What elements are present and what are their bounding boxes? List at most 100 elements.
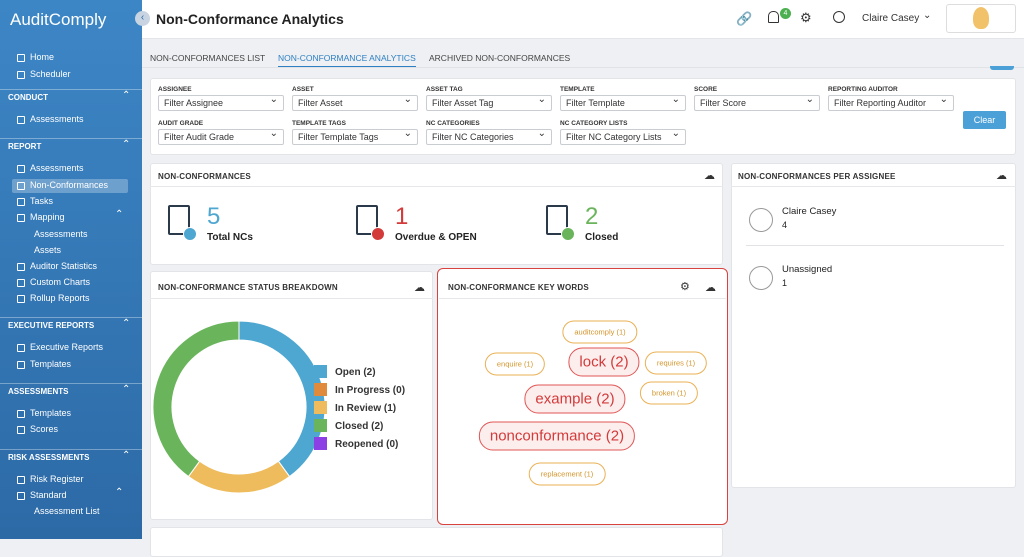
filter-label: ASSET TAG: [426, 86, 463, 93]
menu-item[interactable]: Custom Charts: [30, 276, 91, 287]
menu-item[interactable]: Assessments: [30, 163, 84, 174]
menu-item[interactable]: Standard: [30, 489, 67, 500]
stat-icon-badge: [561, 227, 575, 241]
filter-select[interactable]: Filter Audit Grade: [158, 128, 284, 145]
menu-item[interactable]: Templates: [30, 358, 72, 369]
settings-icon[interactable]: ⚙: [800, 10, 812, 25]
keyword[interactable]: replacement (1): [528, 462, 606, 486]
divider: [0, 448, 142, 450]
chevron: ⌃: [122, 90, 131, 101]
filter-select[interactable]: Filter Asset: [292, 94, 418, 111]
sidebar: AuditComply Home Scheduler CONDUCT ⌃ Assessme…: [0, 0, 142, 539]
menu-item[interactable]: Executive Reports: [30, 342, 104, 353]
assignee-count: 1: [782, 278, 788, 288]
bell-icon[interactable]: [768, 11, 779, 23]
group-title[interactable]: ASSESSMENTS: [8, 387, 69, 396]
tab[interactable]: ARCHIVED NON-CONFORMANCES: [429, 53, 571, 63]
filter-select[interactable]: Filter Template Tags: [292, 128, 418, 145]
menu-icon: [17, 70, 25, 79]
stat-icon: [546, 205, 568, 235]
menu-icon: [17, 278, 25, 287]
legend-swatch: [314, 437, 327, 450]
notification-badge: 4: [780, 8, 791, 19]
filter-label: SCORE: [694, 86, 718, 93]
link-icon[interactable]: 🔗: [736, 11, 753, 26]
nc-card: [150, 163, 723, 265]
filter-select[interactable]: Filter Score: [694, 94, 820, 111]
collapse-button[interactable]: ‹: [135, 11, 150, 26]
divider: [0, 317, 142, 319]
menu-icon: [17, 54, 25, 62]
menu-item[interactable]: Assessment List: [34, 506, 100, 517]
keyword[interactable]: lock (2): [568, 347, 640, 377]
legend-label: Closed (2): [335, 421, 383, 432]
divider: [0, 138, 142, 140]
settings-icon[interactable]: ⚙: [680, 281, 690, 293]
keyword[interactable]: nonconformance (2): [478, 421, 636, 451]
legend-swatch: [314, 401, 327, 414]
filter-select[interactable]: Filter Reporting Auditor: [828, 94, 954, 111]
stat-value: 2: [585, 203, 599, 230]
filter-label: TEMPLATE TAGS: [292, 120, 346, 127]
menu-icon: [17, 214, 25, 223]
menu-item[interactable]: Mapping: [30, 212, 65, 223]
group-title[interactable]: RISK ASSESSMENTS: [8, 452, 90, 462]
menu-icon: [17, 181, 25, 190]
menu-icon: [17, 165, 25, 174]
menu-item[interactable]: Scheduler: [30, 68, 71, 79]
filter-select[interactable]: Filter Assignee: [158, 94, 284, 111]
download-icon[interactable]: ☁: [705, 282, 716, 294]
menu-item[interactable]: Tasks: [30, 195, 54, 206]
tab[interactable]: NON-CONFORMANCES LIST: [150, 53, 266, 63]
card-divider: [150, 186, 723, 187]
filter-select[interactable]: Filter Template: [560, 94, 686, 111]
menu-item[interactable]: Assessments: [34, 228, 88, 239]
legend-swatch: [314, 365, 327, 378]
filter-label: ASSET: [292, 86, 314, 93]
keyword[interactable]: broken (1): [639, 381, 699, 405]
menu-item[interactable]: Templates: [30, 408, 72, 418]
row-divider: [746, 245, 1004, 246]
menu-item[interactable]: Rollup Reports: [30, 293, 90, 304]
assignee-card: [731, 163, 1016, 488]
legend-swatch: [314, 383, 327, 396]
download-icon[interactable]: ☁: [996, 170, 1007, 182]
filter-select[interactable]: Filter Asset Tag: [426, 94, 552, 111]
filter-label: ASSIGNEE: [158, 86, 192, 93]
menu-item[interactable]: Assets: [34, 244, 62, 255]
menu-icon: [17, 475, 25, 484]
menu-item[interactable]: Home: [30, 52, 55, 62]
clear-button[interactable]: Clear: [963, 111, 1006, 129]
keyword[interactable]: enquire (1): [484, 352, 546, 376]
legend-label: In Progress (0): [335, 385, 405, 396]
menu-item[interactable]: Auditor Statistics: [30, 260, 98, 271]
bottom-card: [150, 527, 723, 557]
group-title[interactable]: CONDUCT: [8, 93, 48, 102]
filter-select[interactable]: Filter NC Category Lists: [560, 128, 686, 145]
keyword[interactable]: example (2): [524, 384, 626, 414]
filter-select[interactable]: Filter NC Categories: [426, 128, 552, 145]
filter-label: REPORTING AUDITOR: [828, 86, 898, 93]
user-name[interactable]: Claire Casey: [862, 13, 920, 24]
keyword[interactable]: requires (1): [644, 351, 708, 375]
donut-segment: [152, 320, 240, 478]
menu-icon: [17, 360, 25, 369]
card-title: NON-CONFORMANCES: [158, 172, 251, 181]
menu-item[interactable]: Non-Conformances: [30, 179, 109, 190]
menu-item[interactable]: Scores: [30, 424, 59, 435]
menu-item[interactable]: Assessments: [30, 114, 84, 124]
download-icon[interactable]: ☁: [414, 282, 425, 294]
globe-icon[interactable]: [833, 11, 845, 23]
menu-item[interactable]: Risk Register: [30, 473, 84, 484]
group-title[interactable]: EXECUTIVE REPORTS: [8, 321, 95, 331]
assignee-count: 4: [782, 220, 788, 230]
stat-label: Total NCs: [207, 232, 253, 243]
tab[interactable]: NON-CONFORMANCE ANALYTICS: [278, 53, 416, 68]
assignee-name: Unassigned: [782, 264, 833, 275]
stat-label: Overdue & OPEN: [395, 232, 477, 243]
download-icon[interactable]: ☁: [704, 170, 715, 182]
group-title[interactable]: REPORT: [8, 142, 42, 152]
donut-segment: [187, 460, 291, 494]
chevron: ⌃: [122, 318, 131, 330]
keyword[interactable]: auditcomply (1): [562, 320, 638, 344]
